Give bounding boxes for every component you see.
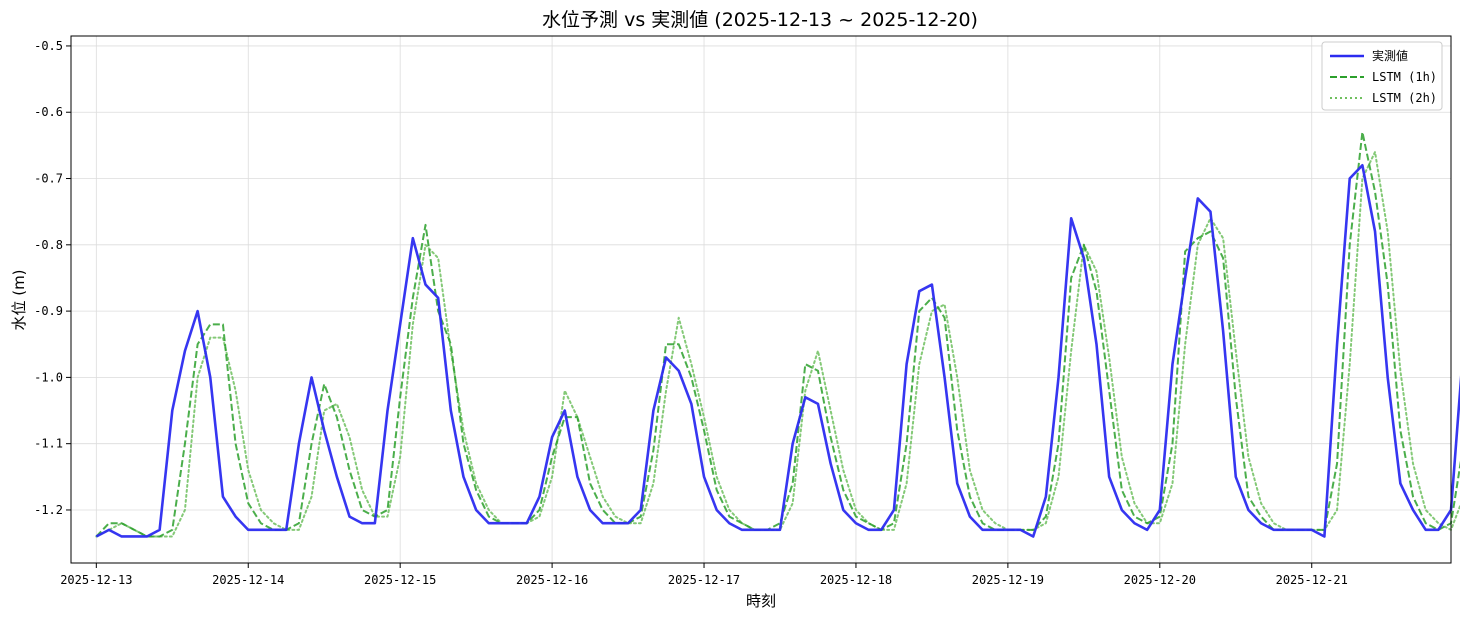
x-tick-label: 2025-12-14 [212, 573, 284, 587]
chart-title: 水位予測 vs 実測値 (2025-12-13 ~ 2025-12-20) [542, 9, 978, 31]
y-tick-label: -0.7 [34, 172, 63, 186]
x-tick-label: 2025-12-13 [60, 573, 132, 587]
x-tick-label: 2025-12-20 [1124, 573, 1196, 587]
x-axis-ticks: 2025-12-13 2025-12-14 2025-12-15 2025-12-16… [60, 563, 1348, 587]
legend-label-2: LSTM (2h) [1372, 91, 1437, 105]
plot-area-frame [70, 35, 1452, 564]
series-line-1 [95, 131, 1460, 538]
legend-label-1: LSTM (1h) [1372, 70, 1437, 84]
y-axis-ticks: -0.5 -0.6 -0.7 -0.8 -0.9 -1.0 -1.1 -1.2 [34, 39, 71, 517]
x-tick-label: 2025-12-15 [364, 573, 436, 587]
x-tick-label: 2025-12-17 [668, 573, 740, 587]
y-tick-label: -1.2 [34, 503, 63, 517]
y-tick-label: -1.0 [34, 370, 63, 384]
legend: 実測値 LSTM (1h) LSTM (2h) [1321, 41, 1443, 111]
x-tick-label: 2025-12-18 [820, 573, 892, 587]
x-tick-label: 2025-12-19 [972, 573, 1044, 587]
legend-label-0: 実測値 [1372, 48, 1408, 63]
series-layer [95, 131, 1460, 538]
y-tick-label: -0.9 [34, 304, 63, 318]
y-axis-label: 水位 (m) [10, 269, 28, 330]
y-tick-label: -0.6 [34, 105, 63, 119]
series-line-0 [95, 163, 1460, 538]
y-tick-label: -1.1 [34, 437, 63, 451]
y-tick-label: -0.5 [34, 39, 63, 53]
legend-box [1321, 41, 1443, 111]
x-tick-label: 2025-12-16 [516, 573, 588, 587]
x-axis-label: 時刻 [746, 592, 776, 610]
x-tick-label: 2025-12-21 [1276, 573, 1348, 587]
y-tick-label: -0.8 [34, 238, 63, 252]
